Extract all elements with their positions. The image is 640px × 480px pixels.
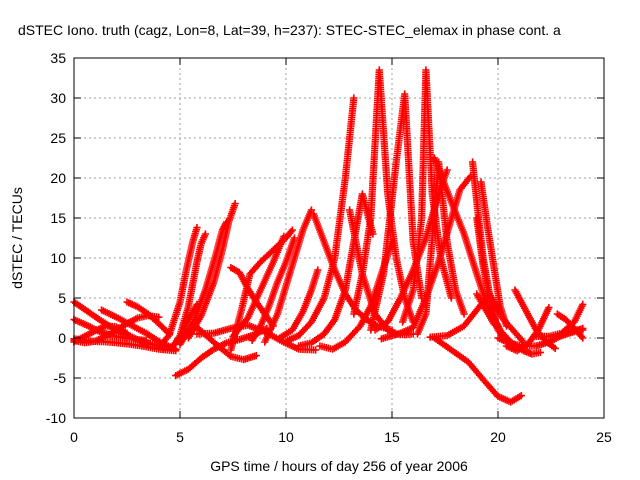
data-point: [307, 206, 316, 214]
data-point: [443, 166, 451, 174]
data-point: [193, 224, 201, 232]
series-track: [276, 266, 322, 342]
data-point: [123, 329, 131, 337]
data-point: [536, 348, 544, 356]
y-tick-label: 30: [50, 90, 66, 106]
series-track: [558, 324, 587, 340]
data-point: [252, 352, 260, 360]
data-point: [142, 336, 150, 344]
y-tick-label: 25: [50, 130, 66, 146]
data-point: [460, 310, 468, 318]
data-point: [231, 200, 239, 208]
x-tick-label: 5: [176, 429, 184, 445]
series-track: [167, 230, 210, 352]
x-tick-label: 25: [596, 429, 612, 445]
data-point: [579, 324, 587, 332]
x-tick-label: 0: [70, 429, 78, 445]
data-point: [172, 347, 180, 355]
series-track: [229, 232, 288, 340]
series-track: [350, 66, 417, 326]
y-tick-labels: -10 -5 0 5 10 15 20 25 30 35: [46, 50, 66, 426]
data-point: [551, 344, 559, 352]
y-axis-label: dSTEC / TECUs: [9, 187, 25, 289]
series-track: [477, 178, 511, 330]
data-point: [312, 346, 320, 354]
data-point: [314, 266, 322, 274]
x-tick-label: 10: [278, 429, 294, 445]
y-tick-label: 5: [58, 290, 66, 306]
x-tick-labels: 0 5 10 15 20 25: [70, 429, 612, 445]
data-point: [502, 322, 511, 330]
y-tick-label: 15: [50, 210, 66, 226]
plot-frame: [73, 57, 605, 419]
series-track: [426, 290, 528, 346]
data-point: [579, 334, 587, 342]
y-tick-label: 0: [58, 330, 66, 346]
chart-title: dSTEC Iono. truth (cagz, Lon=8, Lat=39, …: [18, 22, 561, 38]
data-point: [517, 392, 525, 400]
data-point: [545, 304, 553, 312]
data-point: [447, 294, 455, 302]
series-track: [155, 224, 201, 352]
series-track: [430, 334, 525, 406]
series-track: [184, 200, 239, 342]
y-tick-label: -5: [54, 370, 67, 386]
series-track: [261, 206, 316, 346]
series-track: [511, 286, 559, 352]
y-tick-label: 20: [50, 170, 66, 186]
data-point: [155, 313, 163, 321]
data-point: [280, 232, 288, 240]
x-axis-label: GPS time / hours of day 256 of year 2006: [210, 458, 468, 474]
series-track: [282, 94, 358, 345]
data-point: [225, 351, 233, 359]
axis-ticks: [73, 57, 605, 419]
y-tick-label: -10: [46, 410, 66, 426]
data-point: [290, 234, 299, 242]
series-track: [553, 310, 587, 342]
data-point: [288, 226, 296, 234]
data-point: [369, 230, 377, 238]
x-tick-label: 20: [490, 429, 506, 445]
y-tick-label: 35: [50, 50, 66, 66]
y-tick-label: 10: [50, 250, 66, 266]
data-point: [350, 94, 358, 102]
data-point: [201, 230, 210, 238]
series-track: [399, 66, 455, 326]
data-points: [70, 66, 587, 406]
x-tick-label: 15: [384, 429, 400, 445]
data-point: [579, 300, 587, 308]
